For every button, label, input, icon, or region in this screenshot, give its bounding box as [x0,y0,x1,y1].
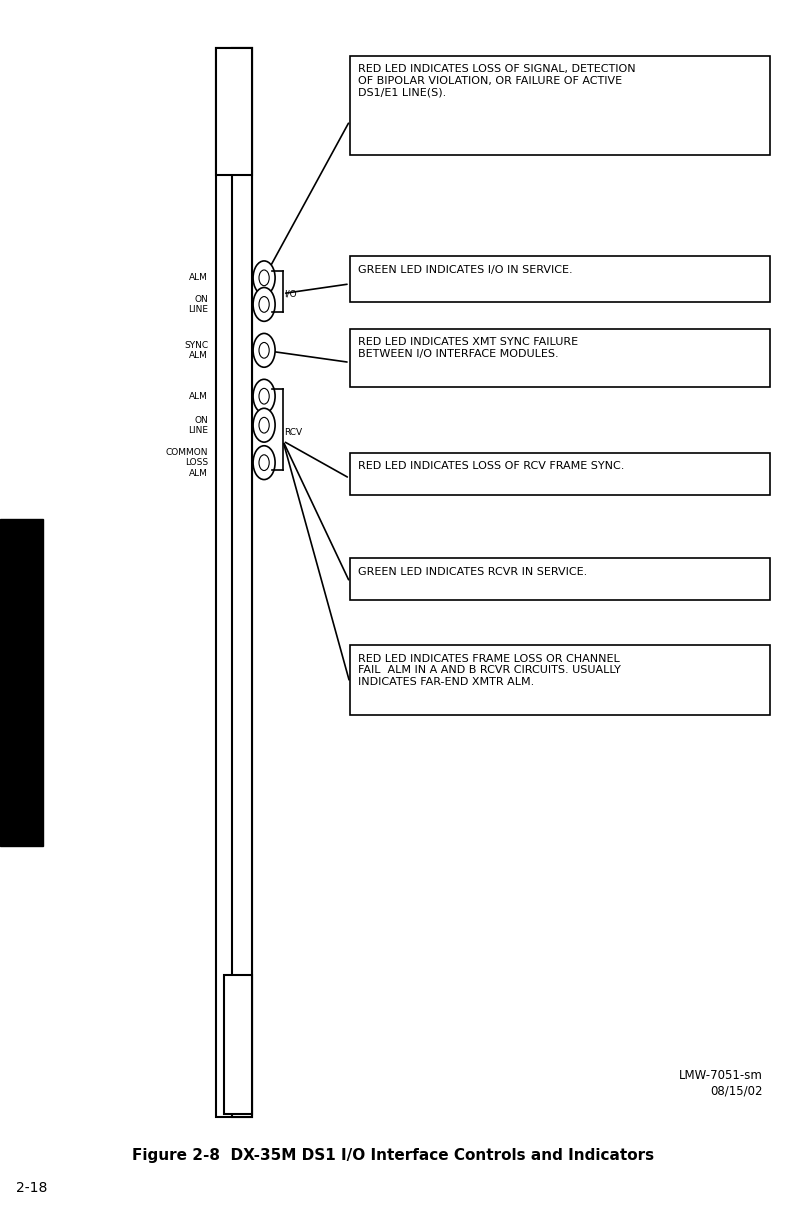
Circle shape [259,343,269,358]
Text: ALM: ALM [189,273,208,283]
Text: RCV: RCV [285,428,303,437]
Text: 2-18: 2-18 [16,1181,47,1196]
Text: ALM: ALM [189,391,208,401]
Bar [350,645,770,715]
Bar [232,48,252,1117]
Bar [224,975,252,1114]
Text: COMMON
LOSS
ALM: COMMON LOSS ALM [166,448,208,477]
Circle shape [253,261,275,295]
Bar [350,453,770,495]
Text: GREEN LED INDICATES RCVR IN SERVICE.: GREEN LED INDICATES RCVR IN SERVICE. [358,567,587,576]
Bar [216,48,252,175]
Text: I/O: I/O [285,289,297,298]
Bar [350,56,770,155]
Circle shape [259,455,269,470]
Text: GREEN LED INDICATES I/O IN SERVICE.: GREEN LED INDICATES I/O IN SERVICE. [358,265,572,274]
Circle shape [259,297,269,313]
Bar [350,256,770,302]
Text: RED LED INDICATES LOSS OF RCV FRAME SYNC.: RED LED INDICATES LOSS OF RCV FRAME SYNC… [358,461,624,471]
Text: ON
LINE: ON LINE [189,416,208,435]
Text: LMW-7051-sm
08/15/02: LMW-7051-sm 08/15/02 [678,1069,762,1097]
Circle shape [253,446,275,480]
Circle shape [253,288,275,321]
Bar [350,558,770,600]
Text: Figure 2-8  DX-35M DS1 I/O Interface Controls and Indicators: Figure 2-8 DX-35M DS1 I/O Interface Cont… [132,1148,654,1162]
Text: RED LED INDICATES FRAME LOSS OR CHANNEL
FAIL  ALM IN A AND B RCVR CIRCUITS. USUA: RED LED INDICATES FRAME LOSS OR CHANNEL … [358,654,620,686]
Circle shape [253,333,275,367]
Bar [0,519,43,846]
Text: SYNC
ALM: SYNC ALM [184,341,208,360]
Text: ON
LINE: ON LINE [189,295,208,314]
Bar [350,329,770,387]
Circle shape [253,379,275,413]
Circle shape [253,408,275,442]
Bar [216,48,252,1117]
Circle shape [259,271,269,286]
Circle shape [259,418,269,434]
Circle shape [259,389,269,403]
Text: RED LED INDICATES XMT SYNC FAILURE
BETWEEN I/O INTERFACE MODULES.: RED LED INDICATES XMT SYNC FAILURE BETWE… [358,337,578,359]
Text: RED LED INDICATES LOSS OF SIGNAL, DETECTION
OF BIPOLAR VIOLATION, OR FAILURE OF : RED LED INDICATES LOSS OF SIGNAL, DETECT… [358,64,635,97]
